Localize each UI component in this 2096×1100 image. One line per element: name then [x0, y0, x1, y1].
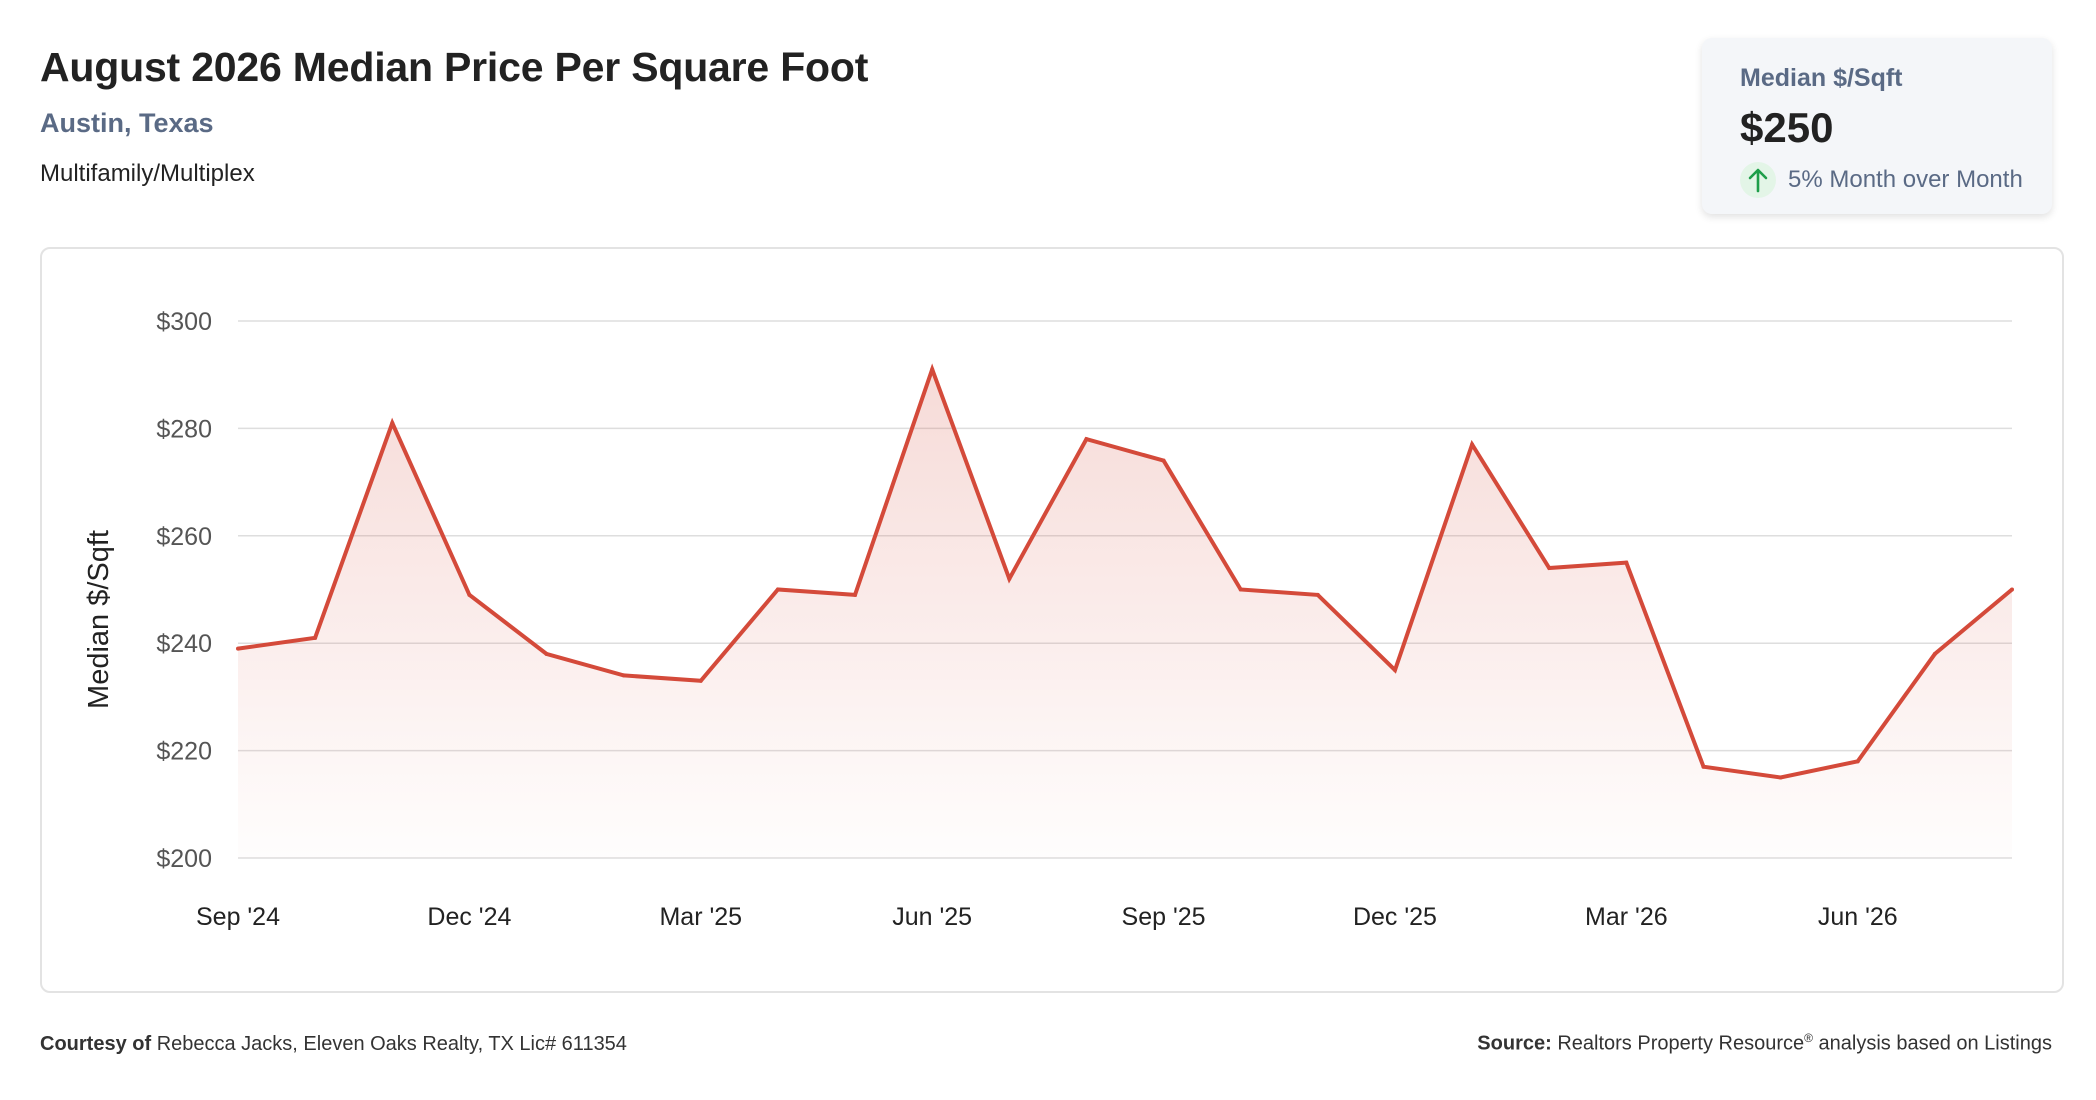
- data-point: [390, 421, 395, 426]
- source-label: Source:: [1477, 1032, 1552, 1055]
- stat-label: Median $/Sqft: [1740, 64, 1903, 92]
- data-point: [853, 592, 858, 597]
- y-tick-label: $280: [156, 415, 212, 443]
- y-axis-label: Median $/Sqft: [83, 530, 115, 709]
- source-footer: Source: Realtors Property Resource® anal…: [1477, 1031, 2052, 1056]
- data-point: [1238, 587, 1243, 592]
- x-tick-label: Mar '25: [659, 903, 742, 931]
- y-tick-label: $220: [156, 738, 212, 766]
- y-tick-label: $240: [156, 630, 212, 658]
- stat-change: 5% Month over Month: [1740, 162, 2023, 198]
- series-area: [238, 369, 2012, 858]
- x-tick-label: Sep '25: [1122, 903, 1206, 931]
- data-point: [467, 592, 472, 597]
- data-point: [1315, 592, 1320, 597]
- y-axis-ticks: $300 $280 $260 $240 $220 $200: [156, 308, 212, 873]
- data-point: [698, 678, 703, 683]
- x-tick-label: Jun '25: [892, 903, 972, 931]
- data-point: [1392, 668, 1397, 673]
- registered-mark: ®: [1804, 1031, 1813, 1045]
- chart-container: $300 $280 $260 $240 $220 $200 Sep '24 Dec '24 M…: [40, 247, 2064, 993]
- data-point: [1161, 458, 1166, 463]
- x-tick-label: Dec '24: [427, 903, 511, 931]
- x-tick-label: Sep '24: [196, 903, 280, 931]
- data-point: [1778, 775, 1783, 780]
- source-text-tail: analysis based on Listings: [1812, 1032, 2053, 1055]
- data-point: [775, 587, 780, 592]
- x-tick-label: Jun '26: [1818, 903, 1898, 931]
- data-point: [1547, 566, 1552, 571]
- location-subtitle: Austin, Texas: [40, 108, 214, 138]
- data-point: [236, 646, 240, 651]
- series-line: [237, 363, 2014, 780]
- data-point: [1624, 560, 1629, 565]
- source-text: Realtors Property Resource: [1557, 1032, 1805, 1055]
- x-axis-ticks: Sep '24 Dec '24 Mar '25 Jun '25 Sep '25 Dec '…: [196, 903, 1898, 931]
- data-points: [236, 367, 2014, 780]
- property-type-label: Multifamily/Multiplex: [40, 160, 255, 187]
- data-point: [1470, 442, 1475, 447]
- stat-change-text: 5% Month over Month: [1788, 166, 2023, 193]
- data-point: [544, 651, 549, 656]
- data-point: [1084, 437, 1089, 442]
- data-point: [930, 367, 935, 372]
- data-point: [621, 673, 626, 678]
- x-tick-label: Dec '25: [1353, 903, 1437, 931]
- price-per-sqft-chart: $300 $280 $260 $240 $220 $200 Sep '24 Dec '24 M…: [83, 308, 2014, 931]
- courtesy-label: Courtesy of: [40, 1033, 152, 1055]
- data-point: [1855, 759, 1860, 764]
- y-tick-label: $300: [156, 308, 212, 336]
- arrow-up-icon: [1740, 162, 1776, 198]
- data-point: [2010, 587, 2014, 592]
- median-stat-card: Median $/Sqft $250 5% Month over Month: [1702, 38, 2052, 214]
- courtesy-text: Rebecca Jacks, Eleven Oaks Realty, TX Li…: [156, 1033, 627, 1055]
- data-point: [1007, 576, 1012, 581]
- x-tick-label: Mar '26: [1585, 903, 1668, 931]
- page-title: August 2026 Median Price Per Square Foot: [40, 44, 869, 90]
- data-point: [1932, 651, 1937, 656]
- data-point: [313, 635, 318, 640]
- courtesy-footer: Courtesy of Rebecca Jacks, Eleven Oaks R…: [40, 1033, 627, 1056]
- y-tick-label: $200: [156, 845, 212, 873]
- stat-value: $250: [1740, 104, 1834, 151]
- y-tick-label: $260: [156, 523, 212, 551]
- data-point: [1701, 764, 1706, 769]
